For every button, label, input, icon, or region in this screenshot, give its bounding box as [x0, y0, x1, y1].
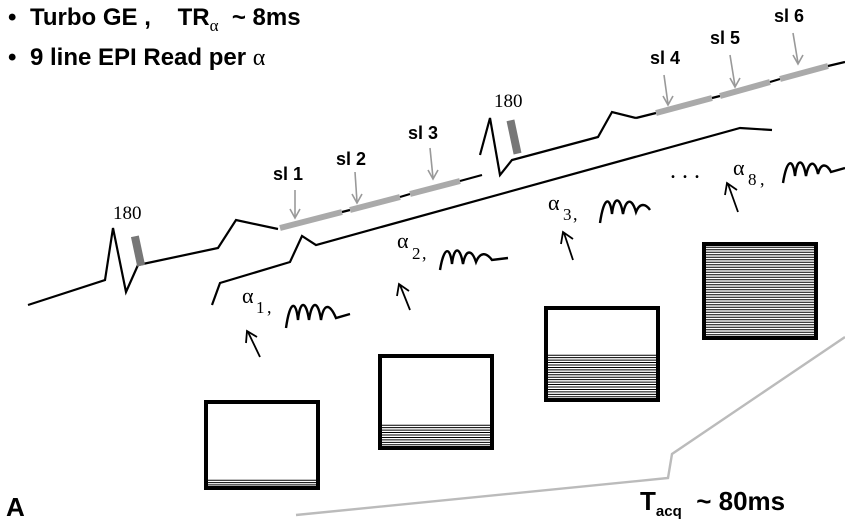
alpha-comma: , — [760, 169, 765, 189]
kspace-box-4 — [702, 242, 818, 340]
panel-label: A — [6, 492, 25, 522]
slice-label-6: sl 6 — [774, 6, 804, 26]
alpha-8-label: α 8 , — [733, 155, 765, 189]
bullet-epi-read: • 9 line EPI Read per α — [8, 44, 265, 72]
epi-alpha-symbol: α — [252, 45, 266, 71]
kspace-box-2 — [378, 354, 494, 450]
alpha-subscript-3: 3 — [563, 205, 572, 224]
kspace-box-1 — [204, 400, 320, 490]
alpha-symbol: α — [733, 155, 745, 180]
pulse-180-bar-2 — [506, 119, 522, 155]
alpha-comma: , — [422, 243, 427, 263]
rf-line-lower — [210, 126, 773, 306]
rf-line-upper — [27, 110, 637, 307]
epi-read-text: 9 line EPI Read per — [30, 44, 247, 71]
alpha-symbol: α — [397, 228, 409, 253]
alpha-symbol: α — [242, 283, 254, 308]
kspace-lines-4 — [706, 246, 814, 336]
pulse-180-bar-1 — [130, 235, 146, 267]
slice-label-3: sl 3 — [408, 123, 438, 143]
tacq-bracket — [295, 336, 845, 517]
readout-segments-b — [635, 60, 845, 120]
readout-segments-a — [279, 173, 483, 231]
alpha-arrows — [245, 181, 739, 358]
echo-signals — [284, 161, 845, 329]
kspace-lines-2 — [382, 424, 490, 446]
slice-label-5: sl 5 — [710, 28, 740, 48]
alpha-subscript-2: 2 — [412, 244, 421, 263]
kspace-boxes — [204, 242, 818, 490]
tacq-subscript: acq — [655, 503, 682, 521]
kspace-lines-1 — [208, 479, 316, 486]
pulse-180-label-2: 180 — [494, 91, 523, 112]
ellipsis-dots: . . . — [670, 158, 700, 184]
kspace-lines-3 — [548, 354, 656, 398]
alpha-2-label: α 2 , — [397, 228, 427, 263]
tr-text: TR — [177, 4, 210, 31]
alpha-subscript-8: 8 — [748, 170, 757, 189]
alpha-comma: , — [573, 204, 578, 224]
slice-label-1: sl 1 — [273, 164, 303, 184]
turbo-ge-text: Turbo GE , — [30, 4, 151, 31]
bullet-dot: • — [8, 44, 17, 71]
tacq-t: T — [640, 486, 656, 516]
tr-alpha-subscript: α — [209, 15, 219, 35]
tacq-value: ~ 80ms — [696, 486, 786, 516]
alpha-comma: , — [267, 297, 272, 317]
slice-label-2: sl 2 — [336, 149, 366, 169]
bullet-turbo-ge: • Turbo GE , TRα ~ 8ms — [8, 4, 301, 36]
tr-value: ~ 8ms — [231, 4, 301, 31]
alpha-1-label: α 1 , — [242, 283, 272, 317]
kspace-box-3 — [544, 306, 660, 402]
alpha-3-label: α 3 , — [548, 190, 578, 224]
slice-arrows — [289, 32, 804, 220]
bullet-dot: • — [8, 4, 17, 31]
tacq-label: Tacq ~ 80ms — [640, 486, 785, 520]
slice-label-4: sl 4 — [650, 48, 680, 68]
alpha-subscript-1: 1 — [256, 298, 265, 317]
alpha-symbol: α — [548, 190, 560, 215]
pulse-180-label-1: 180 — [113, 203, 142, 224]
